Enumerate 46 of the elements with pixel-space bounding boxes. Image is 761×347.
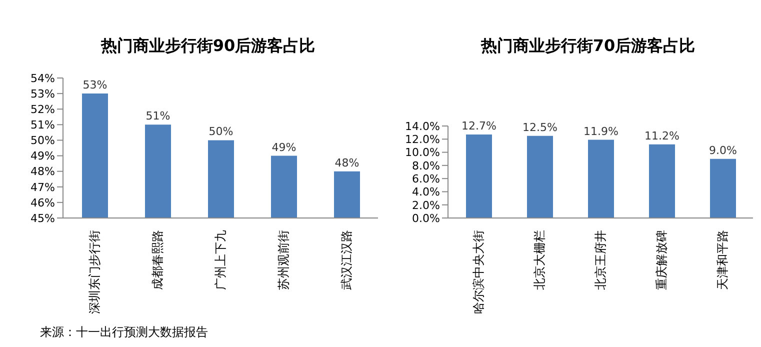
x-tick-label: 苏州观前街: [276, 230, 290, 290]
y-tick-label: 50%: [30, 134, 55, 148]
x-tick-label: 哈尔滨中央大街: [472, 230, 486, 314]
y-tick-label: 52%: [30, 103, 55, 116]
data-label: 9.0%: [709, 144, 737, 157]
x-tick-label: 武汉江汉路: [340, 230, 354, 290]
y-tick-label: 49%: [30, 150, 55, 163]
bar: [527, 136, 553, 218]
y-tick-label: 0.0%: [412, 212, 440, 225]
y-tick-label: 14.0%: [405, 120, 440, 133]
x-tick-label: 重庆解放碑: [654, 230, 668, 290]
chart-title: 热门商业步行街70后游客占比: [480, 36, 696, 57]
x-tick-label: 天津和平路: [716, 230, 730, 290]
y-tick-label: 48%: [30, 165, 55, 178]
y-tick-label: 6.0%: [412, 172, 440, 186]
y-tick-label: 2.0%: [412, 198, 440, 212]
data-label: 11.2%: [644, 129, 680, 142]
source-note: 来源：十一出行预测大数据报告: [40, 324, 208, 341]
y-tick-label: 53%: [30, 87, 55, 100]
data-label: 11.9%: [584, 124, 618, 138]
data-label: 48%: [334, 156, 360, 170]
y-tick-label: 8.0%: [412, 159, 440, 172]
data-label: 12.5%: [522, 120, 558, 134]
data-label: 51%: [146, 110, 170, 123]
y-tick-label: 54%: [30, 72, 55, 85]
x-tick-label: 北京王府井: [594, 230, 608, 290]
bar: [588, 140, 614, 218]
data-label: 53%: [82, 78, 108, 92]
bar: [466, 134, 492, 218]
data-label: 49%: [272, 140, 296, 154]
y-tick-label: 46%: [30, 196, 55, 210]
bar: [649, 144, 675, 218]
chart-title: 热门商业步行街90后游客占比: [100, 36, 316, 57]
x-tick-label: 广州上下九: [214, 230, 228, 290]
bar: [710, 158, 736, 218]
x-tick-label: 北京大栅栏: [532, 230, 546, 290]
y-tick-label: 51%: [30, 118, 55, 132]
y-tick-label: 47%: [30, 180, 55, 194]
data-label: 12.7%: [462, 120, 496, 133]
y-tick-label: 45%: [30, 212, 55, 225]
data-label: 50%: [208, 125, 234, 138]
y-tick-label: 12.0%: [405, 133, 440, 146]
y-tick-label: 10.0%: [405, 146, 440, 160]
y-tick-label: 4.0%: [412, 186, 440, 199]
x-tick-label: 成都春熙路: [150, 230, 164, 290]
x-tick-label: 深圳东门步行街: [88, 230, 102, 314]
